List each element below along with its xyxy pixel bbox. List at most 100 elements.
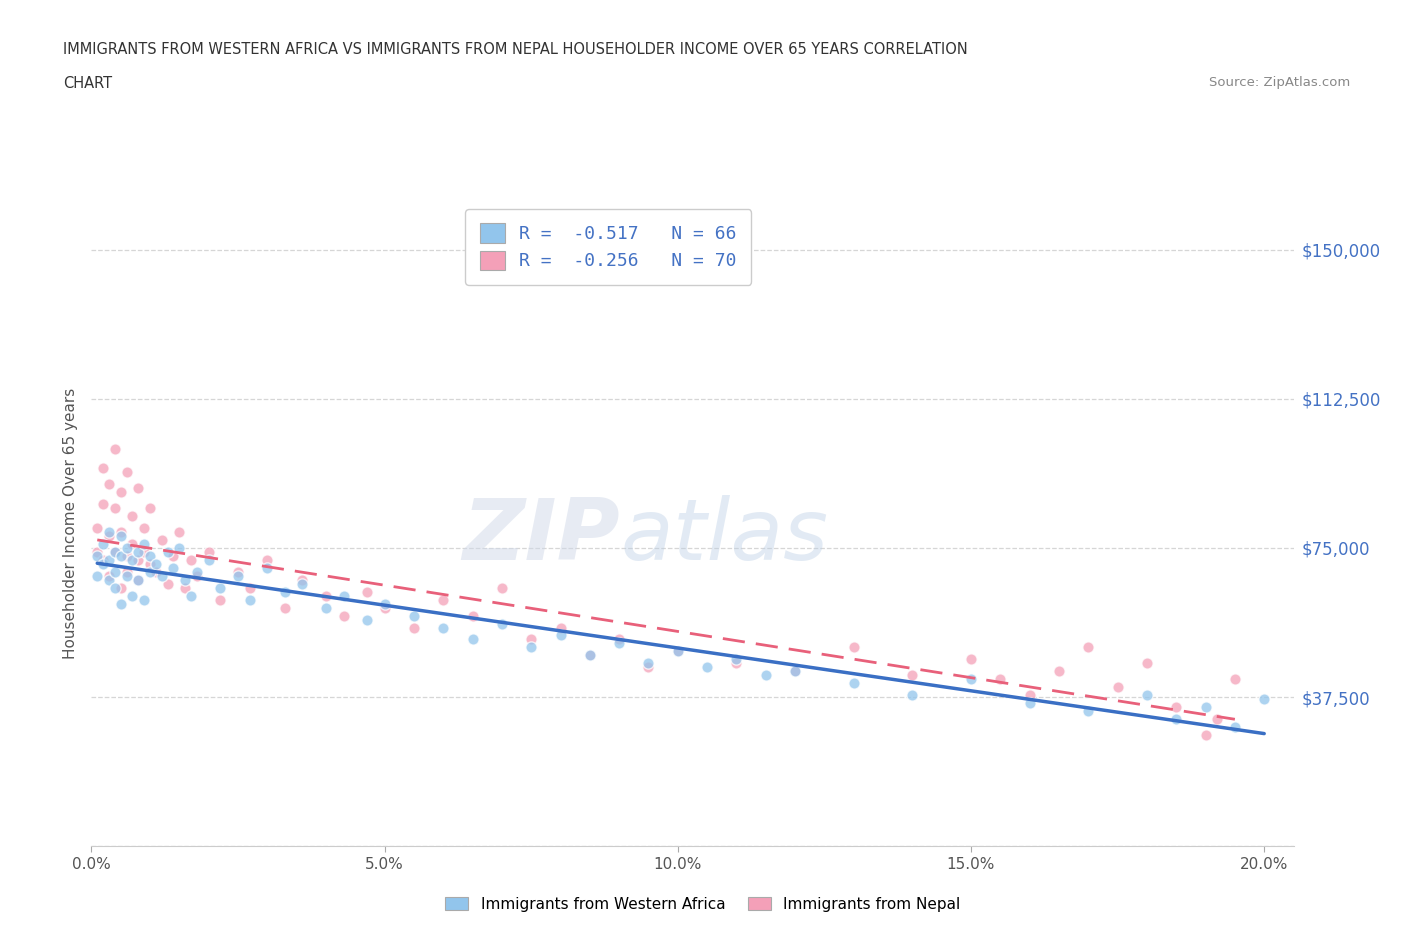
Point [115, 565, 138, 579]
Text: atlas: atlas [620, 495, 828, 578]
Point [134, 592, 156, 607]
Point [127, 572, 149, 587]
Point [332, 589, 354, 604]
Point [169, 525, 191, 539]
Point [901, 668, 924, 683]
Point [115, 568, 138, 583]
Point [104, 500, 127, 515]
Point [1166, 699, 1188, 714]
Point [666, 644, 689, 658]
Point [91, 552, 114, 567]
Point [356, 612, 378, 627]
Legend: Immigrants from Western Africa, Immigrants from Nepal: Immigrants from Western Africa, Immigran… [439, 890, 967, 918]
Point [491, 616, 513, 631]
Point [1223, 720, 1246, 735]
Point [86, 568, 108, 583]
Point [98, 477, 121, 492]
Point [550, 620, 572, 635]
Point [291, 572, 314, 587]
Point [1077, 640, 1099, 655]
Point [110, 549, 132, 564]
Point [901, 687, 924, 702]
Point [121, 537, 143, 551]
Point [696, 660, 718, 675]
Point [1018, 696, 1040, 711]
Point [115, 549, 138, 564]
Point [150, 568, 173, 583]
Point [842, 640, 865, 655]
Point [139, 500, 162, 515]
Point [174, 580, 197, 595]
Point [356, 584, 378, 599]
Point [180, 589, 202, 604]
Point [226, 568, 249, 583]
Point [491, 580, 513, 595]
Point [1047, 664, 1070, 679]
Point [162, 549, 184, 564]
Point [461, 632, 484, 647]
Point [842, 676, 865, 691]
Point [150, 533, 173, 548]
Point [134, 545, 156, 560]
Point [1253, 692, 1275, 707]
Point [145, 565, 167, 579]
Point [98, 568, 121, 583]
Point [1223, 671, 1246, 686]
Point [1206, 711, 1229, 726]
Point [134, 537, 156, 551]
Point [209, 580, 232, 595]
Point [1194, 727, 1216, 742]
Point [98, 528, 121, 543]
Point [110, 525, 132, 539]
Point [127, 552, 149, 567]
Point [86, 521, 108, 536]
Point [121, 552, 143, 567]
Point [666, 644, 689, 658]
Point [960, 652, 983, 667]
Point [98, 572, 121, 587]
Point [1018, 687, 1040, 702]
Point [607, 632, 630, 647]
Point [156, 577, 179, 591]
Point [1077, 704, 1099, 719]
Point [127, 572, 149, 587]
Point [226, 565, 249, 579]
Point [520, 632, 543, 647]
Point [332, 608, 354, 623]
Point [104, 441, 127, 456]
Point [1136, 687, 1159, 702]
Point [291, 577, 314, 591]
Point [110, 596, 132, 611]
Point [98, 552, 121, 567]
Point [162, 561, 184, 576]
Point [110, 580, 132, 595]
Point [121, 509, 143, 524]
Point [637, 656, 659, 671]
Point [139, 549, 162, 564]
Point [197, 545, 219, 560]
Point [91, 537, 114, 551]
Point [402, 608, 425, 623]
Point [145, 556, 167, 571]
Point [374, 600, 396, 615]
Point [783, 664, 806, 679]
Text: Source: ZipAtlas.com: Source: ZipAtlas.com [1209, 76, 1350, 89]
Point [256, 561, 278, 576]
Point [579, 648, 602, 663]
Point [156, 545, 179, 560]
Point [239, 580, 262, 595]
Point [186, 568, 208, 583]
Point [1194, 699, 1216, 714]
Point [91, 461, 114, 476]
Point [110, 528, 132, 543]
Point [1136, 656, 1159, 671]
Point [960, 671, 983, 686]
Point [180, 552, 202, 567]
Point [209, 592, 232, 607]
Point [186, 565, 208, 579]
Point [461, 608, 484, 623]
Point [104, 545, 127, 560]
Point [169, 540, 191, 555]
Point [256, 552, 278, 567]
Point [91, 497, 114, 512]
